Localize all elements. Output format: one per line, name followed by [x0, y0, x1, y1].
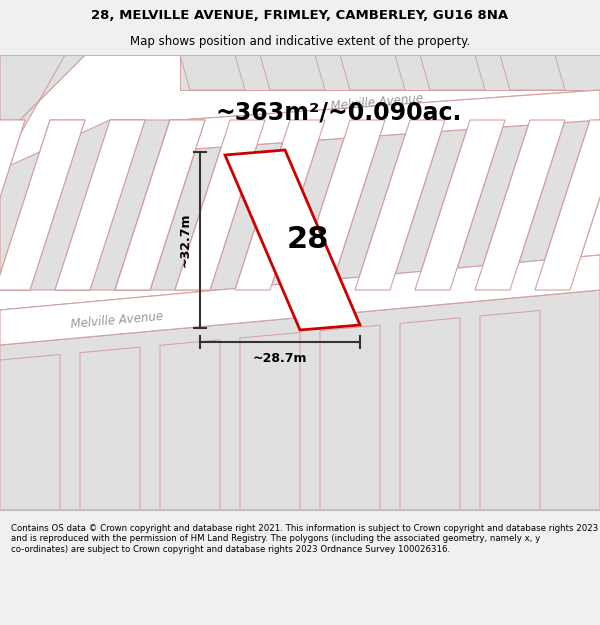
Polygon shape — [0, 290, 600, 510]
Polygon shape — [0, 55, 85, 170]
Polygon shape — [0, 55, 600, 510]
Polygon shape — [475, 120, 565, 290]
Polygon shape — [180, 55, 600, 90]
Polygon shape — [115, 120, 205, 290]
Polygon shape — [500, 55, 565, 90]
Polygon shape — [420, 55, 485, 90]
Polygon shape — [180, 90, 600, 150]
Polygon shape — [330, 120, 410, 290]
Polygon shape — [340, 55, 405, 90]
Polygon shape — [0, 120, 170, 290]
Text: Melville Avenue: Melville Avenue — [330, 91, 424, 112]
Polygon shape — [80, 347, 140, 510]
Text: ~32.7m: ~32.7m — [179, 213, 192, 268]
Polygon shape — [320, 325, 380, 510]
Polygon shape — [0, 120, 25, 290]
Polygon shape — [535, 120, 600, 290]
Polygon shape — [160, 340, 220, 510]
Polygon shape — [180, 55, 245, 90]
Polygon shape — [390, 120, 470, 290]
Polygon shape — [0, 354, 60, 510]
Polygon shape — [55, 120, 145, 290]
Polygon shape — [175, 120, 265, 290]
Text: Contains OS data © Crown copyright and database right 2021. This information is : Contains OS data © Crown copyright and d… — [11, 524, 598, 554]
Polygon shape — [180, 90, 600, 150]
Polygon shape — [0, 255, 600, 345]
Polygon shape — [510, 120, 590, 290]
Polygon shape — [355, 120, 445, 290]
Polygon shape — [0, 120, 85, 290]
Polygon shape — [0, 255, 600, 345]
Polygon shape — [415, 120, 505, 290]
Text: 28, MELVILLE AVENUE, FRIMLEY, CAMBERLEY, GU16 8NA: 28, MELVILLE AVENUE, FRIMLEY, CAMBERLEY,… — [91, 9, 509, 22]
Polygon shape — [480, 311, 540, 510]
Text: Map shows position and indicative extent of the property.: Map shows position and indicative extent… — [130, 35, 470, 48]
Polygon shape — [235, 120, 325, 290]
Polygon shape — [475, 120, 565, 290]
Polygon shape — [0, 120, 85, 290]
Polygon shape — [450, 120, 530, 290]
Polygon shape — [55, 120, 145, 290]
Polygon shape — [0, 55, 85, 140]
Polygon shape — [535, 120, 600, 290]
Text: 28: 28 — [286, 226, 329, 254]
Polygon shape — [0, 120, 25, 290]
Polygon shape — [115, 120, 205, 290]
Text: ~363m²/~0.090ac.: ~363m²/~0.090ac. — [215, 101, 461, 125]
Polygon shape — [240, 332, 300, 510]
Polygon shape — [260, 55, 325, 90]
Polygon shape — [355, 120, 445, 290]
Polygon shape — [295, 120, 385, 290]
Polygon shape — [115, 120, 205, 290]
Polygon shape — [295, 120, 385, 290]
Polygon shape — [175, 120, 265, 290]
Polygon shape — [235, 120, 325, 290]
Text: ~28.7m: ~28.7m — [253, 352, 307, 365]
Polygon shape — [400, 318, 460, 510]
Polygon shape — [115, 120, 205, 290]
Polygon shape — [210, 120, 290, 290]
Polygon shape — [415, 120, 505, 290]
Polygon shape — [150, 120, 230, 290]
Polygon shape — [225, 150, 360, 330]
Text: Melville Avenue: Melville Avenue — [70, 309, 164, 331]
Polygon shape — [270, 120, 350, 290]
